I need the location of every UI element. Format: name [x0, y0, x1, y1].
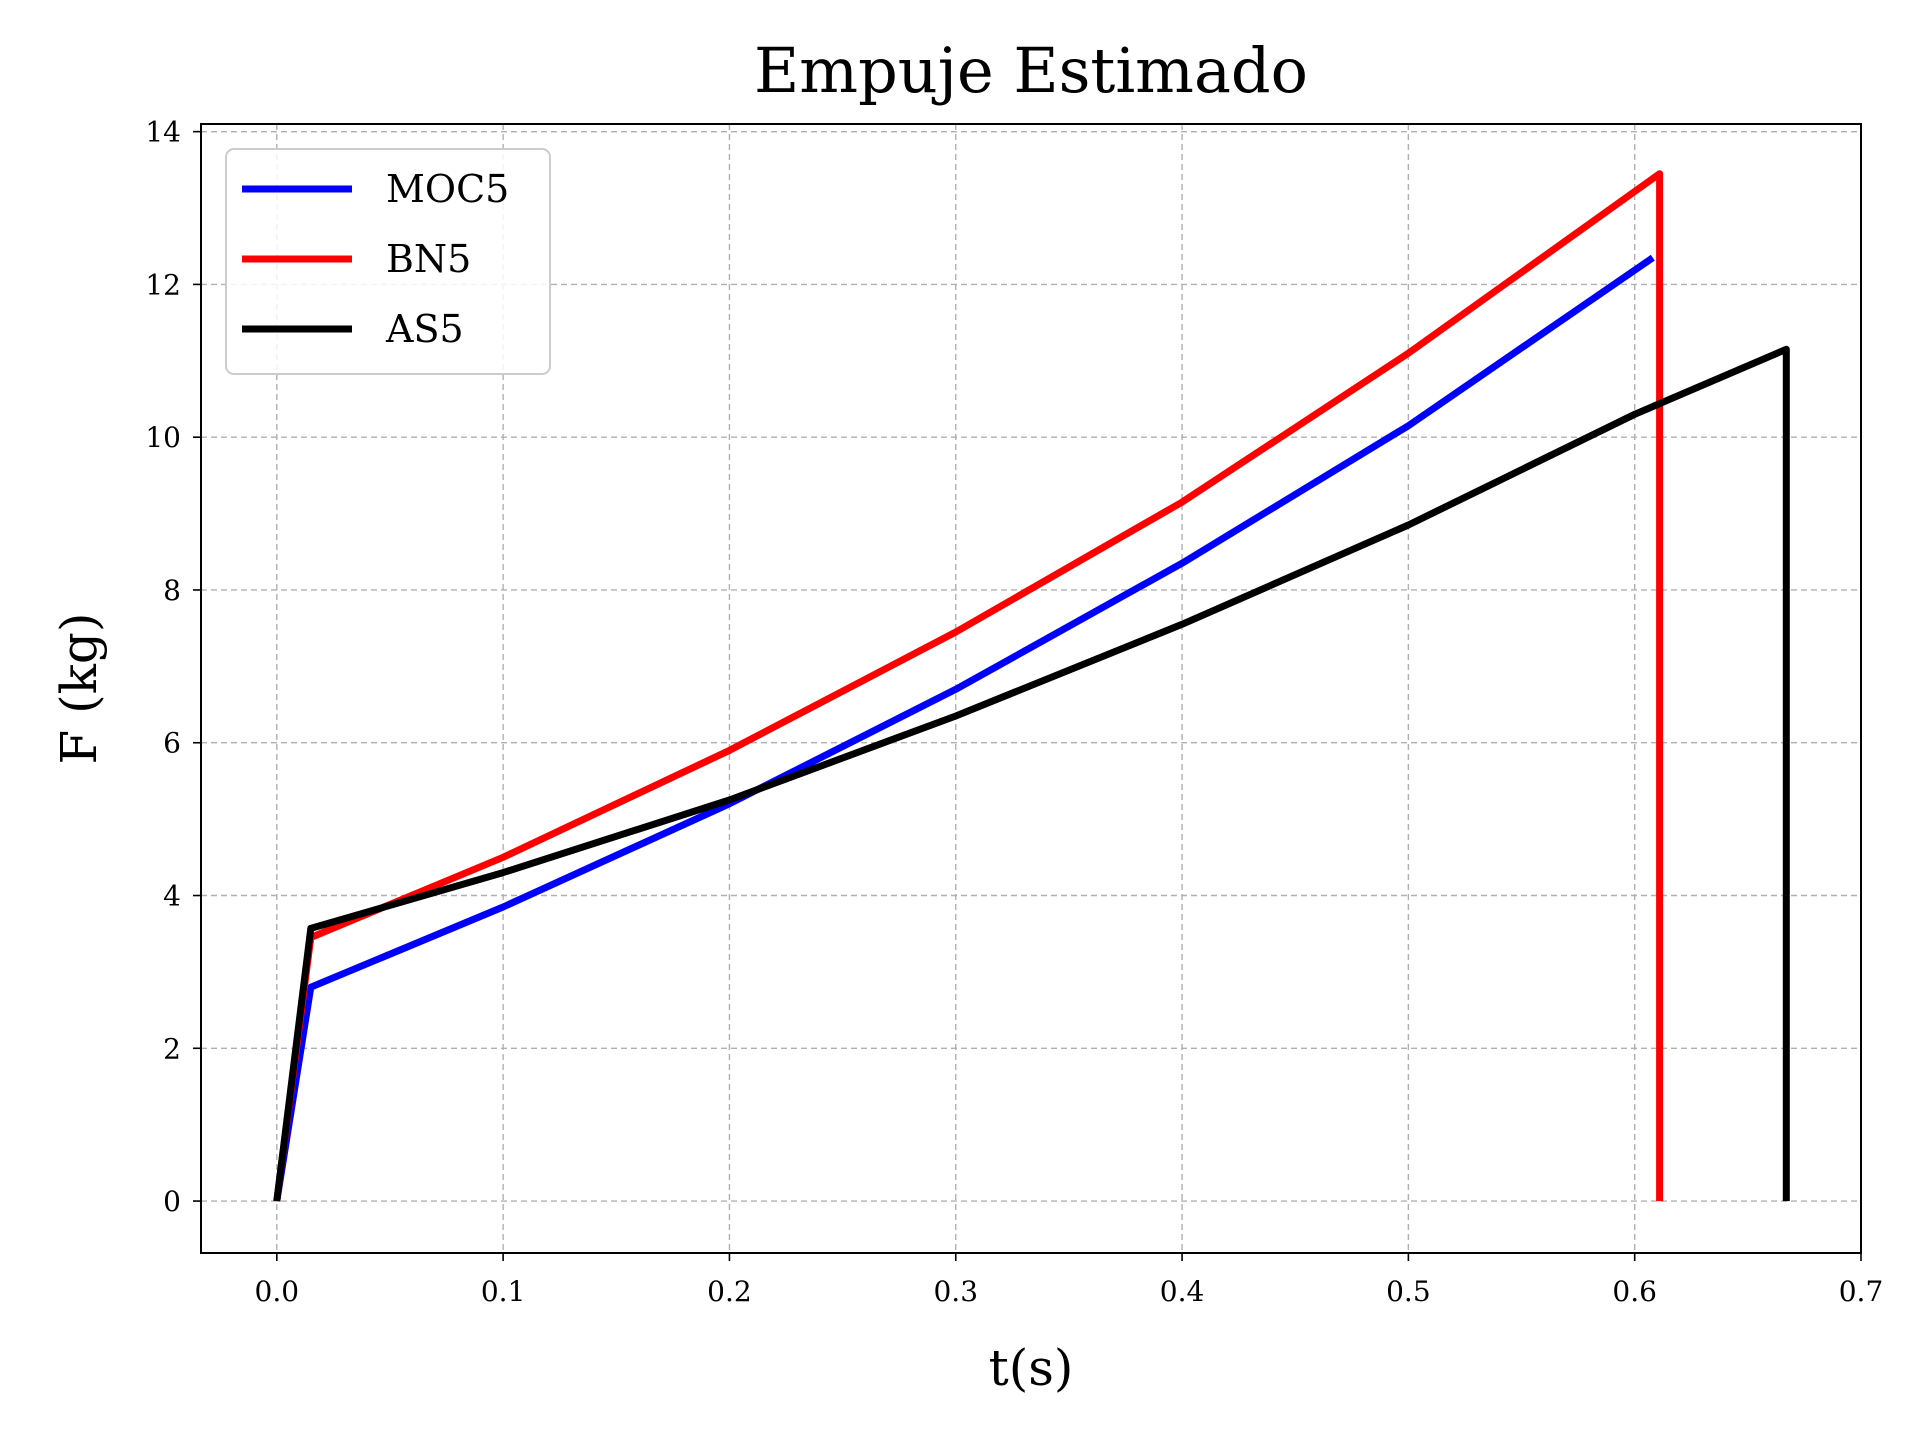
x-tick-label: 0.1 [481, 1275, 526, 1308]
x-tick-label: 0.0 [255, 1275, 300, 1308]
series-line-as5 [273, 345, 1790, 1202]
y-tick-label: 12 [145, 268, 181, 301]
legend-box [225, 148, 551, 375]
chart-title: Empuje Estimado [754, 34, 1308, 107]
x-tick-label: 0.3 [933, 1275, 978, 1308]
y-tick-label: 8 [163, 574, 181, 607]
legend: MOC5 BN5 AS5 [225, 148, 551, 375]
plot-frame [200, 123, 1862, 1254]
y-tick-label: 10 [145, 421, 181, 454]
x-tick-label: 0.4 [1160, 1275, 1205, 1308]
x-tick-label: 0.6 [1612, 1275, 1657, 1308]
legend-label-moc5: MOC5 [386, 167, 509, 211]
legend-label-as5: AS5 [385, 307, 464, 351]
series-line-moc5 [273, 254, 1655, 1202]
y-tick-label: 4 [163, 880, 181, 913]
legend-label-bn5: BN5 [386, 237, 471, 281]
y-tick-label: 2 [163, 1032, 181, 1065]
y-tick-label: 6 [163, 727, 181, 760]
y-tick-label: 14 [145, 116, 181, 149]
series-lines [273, 170, 1790, 1202]
axis-ticks: 0.0 0.1 0.2 0.3 0.4 0.5 0.6 0.7 0 2 4 6 8 10 12 14 [145, 116, 1883, 1308]
y-axis-label: F (kg) [50, 613, 108, 765]
x-axis-label: t(s) [989, 1339, 1074, 1397]
y-tick-label: 0 [163, 1185, 181, 1218]
x-tick-label: 0.5 [1386, 1275, 1431, 1308]
x-tick-label: 0.7 [1839, 1275, 1884, 1308]
x-tick-label: 0.2 [707, 1275, 752, 1308]
